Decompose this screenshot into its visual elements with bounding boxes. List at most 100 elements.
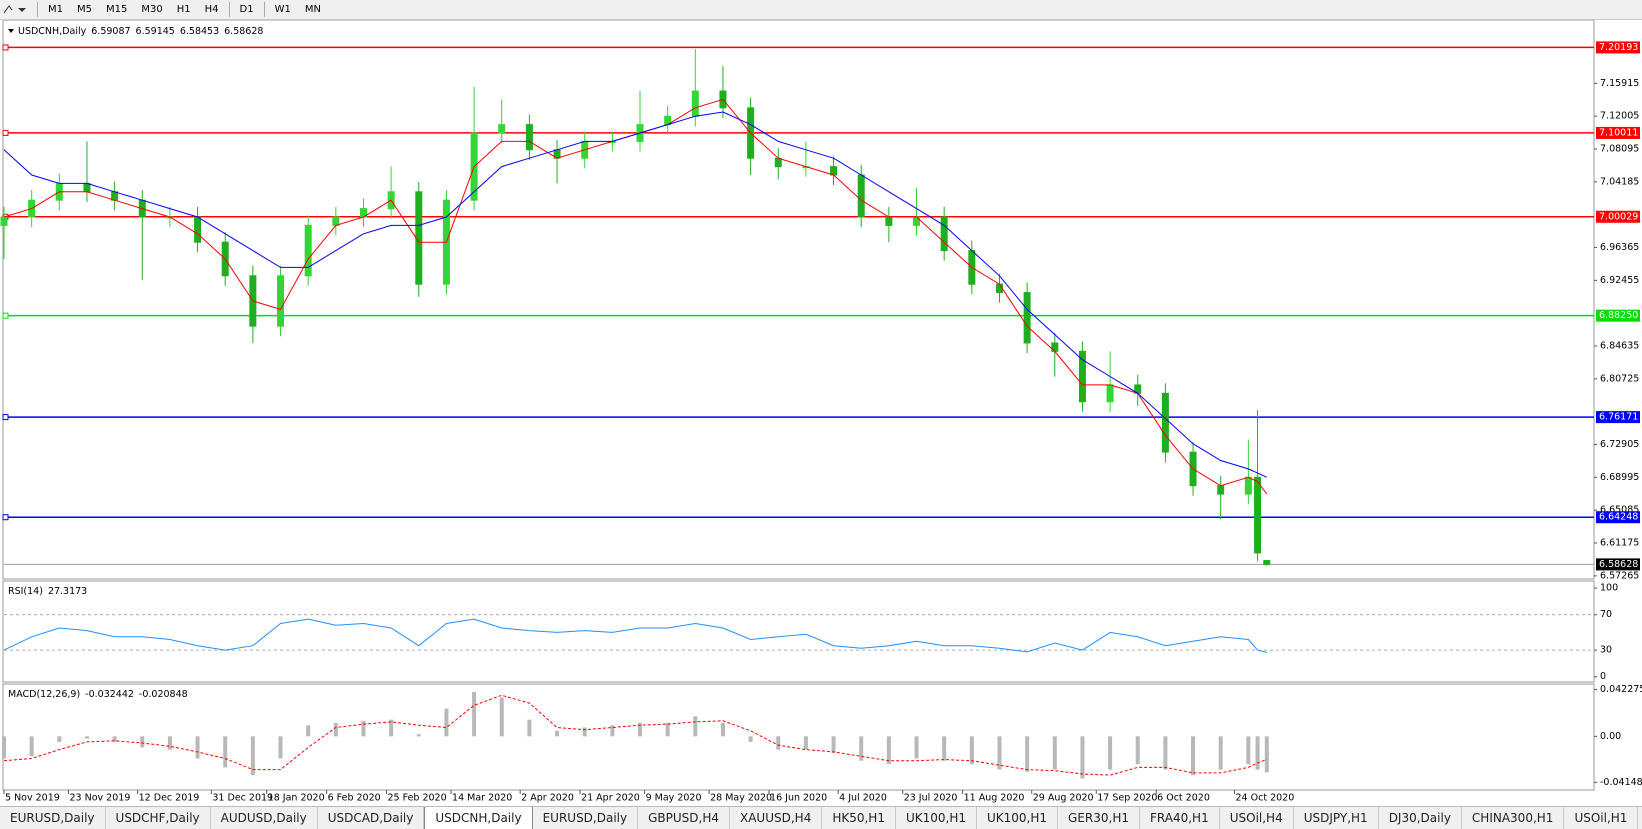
chart-tab[interactable]: USOil,H1 [1564,807,1639,829]
y-tick-label: -0.04148 [1600,777,1642,788]
chart-tab[interactable]: DJ30,Daily [1379,807,1462,829]
level-handle [2,129,9,136]
candle-body [830,166,838,176]
x-tick-label: 31 Dec 2019 [212,793,273,804]
chart-tab[interactable]: USDCNH,Daily [424,807,533,829]
chart-tab[interactable]: GER30,H1 [1058,807,1140,829]
y-tick-label: 6.65085 [1600,505,1639,516]
histogram-bar [389,719,394,737]
histogram-bar [1163,736,1168,770]
candle-body [304,224,312,277]
panel-frame [2,19,1595,580]
timeframe-button[interactable]: M15 [106,4,128,15]
level-label: 6.76171 [1599,412,1638,423]
header-value: -0.020848 [139,689,188,700]
header-title: MACD(12,26,9) [8,689,80,700]
histogram-bar [1218,736,1223,770]
histogram-bar [2,736,6,759]
chart-tab[interactable]: HK50,H1 [822,807,896,829]
x-tick-label: 5 Nov 2019 [5,793,60,804]
header-value: 6.58628 [224,26,263,37]
y-tick-label: 70 [1600,609,1612,620]
candle-body [194,216,202,243]
chart-tab[interactable]: EURUSD,Daily [0,807,106,829]
candle-body [0,216,8,226]
histogram-bar [1080,736,1085,779]
histogram-bar [555,730,560,737]
header-arrow [8,29,14,33]
timeframe-button[interactable]: M5 [77,4,92,15]
timeframe-button[interactable]: H4 [204,4,219,15]
timeframe-button[interactable]: W1 [274,4,291,15]
chart-tab[interactable]: AUDUSD,Daily [211,807,318,829]
chart-tab[interactable]: USOil,H4 [1220,807,1294,829]
x-tick-label: 23 Nov 2019 [70,793,131,804]
chart-tab[interactable]: UK100,H1 [977,807,1059,829]
moving-average [3,111,1268,478]
histogram-bar [1264,736,1269,773]
x-tick-label: 12 Dec 2019 [139,793,200,804]
histogram-bar [278,736,283,759]
x-tick-label: 9 May 2020 [646,793,702,804]
histogram-bar [1108,736,1113,770]
histogram-bar [748,736,753,742]
x-tick-label: 16 Jun 2020 [770,793,827,804]
last-price-label: 6.58628 [1599,559,1638,570]
x-tick-label: 2 Apr 2020 [521,793,574,804]
y-tick-label: 7.15915 [1600,78,1639,89]
indicator-line [3,618,1267,653]
y-tick-label: 6.57265 [1600,570,1639,581]
histogram-bar [57,736,62,742]
chart-tab[interactable]: FRA40,H1 [1140,807,1220,829]
x-tick-label: 4 Jul 2020 [839,793,887,804]
chart-tab[interactable]: USDCHF,Daily [106,807,211,829]
x-tick-label: 6 Feb 2020 [328,793,381,804]
y-tick-label: 6.68995 [1600,472,1639,483]
histogram-bar [167,736,172,750]
level-label: 6.64248 [1599,512,1638,523]
histogram-bar [112,736,117,742]
y-tick-label: 6.80725 [1600,373,1639,384]
x-tick-label: 28 May 2020 [710,793,772,804]
y-tick-label: 6.72905 [1600,439,1639,450]
header-title: USDCNH,Daily [18,26,87,37]
histogram-bar [1255,736,1260,770]
histogram-bar [720,723,725,737]
histogram-bar [914,736,919,759]
y-tick-label: 0.042275 [1600,684,1642,695]
chart-tab[interactable]: UK100,H1 [896,807,977,829]
histogram-bar [1191,736,1196,776]
candle-body [1254,476,1262,554]
level-label-box [1596,126,1640,139]
level-handle [2,514,9,521]
candle-body [415,191,423,285]
timeframe-button[interactable]: H1 [176,4,191,15]
timeframe-button[interactable]: M30 [141,4,163,15]
level-label: 7.20193 [1599,42,1638,53]
chart-tab[interactable]: GBPUSD,H4 [638,807,730,829]
histogram-bar [29,736,34,757]
histogram-bar [1052,736,1057,770]
y-tick-label: 6.61175 [1600,538,1639,549]
histogram-bar [1135,736,1140,765]
candle-body [111,191,119,201]
timeframe-button[interactable]: D1 [239,4,254,15]
chart-tab[interactable]: USDJPY,H1 [1294,807,1379,829]
timeframe-button[interactable]: M1 [48,4,63,15]
header-value: 6.58453 [180,26,219,37]
histogram-bar [416,734,421,737]
histogram-bar [250,736,255,776]
chart-tab[interactable]: CHINA300,H1 [1462,807,1565,829]
histogram-bar [195,736,200,759]
chart-tab[interactable]: EURUSD,Daily [533,807,639,829]
toolbar: M1 M5 M15 M30 H1 H4 D1 W1 MN [0,0,1642,20]
header-value: -0.032442 [85,689,134,700]
chart-tab[interactable]: XAUUSD,H4 [730,807,823,829]
x-tick-label: 25 Feb 2020 [388,793,447,804]
y-tick-label: 6.84635 [1600,341,1639,352]
timeframe-button[interactable]: MN [304,4,321,15]
x-tick-label: 14 Mar 2020 [452,793,512,804]
histogram-bar [1025,736,1030,772]
chart-tab[interactable]: USDCAD,Daily [318,807,425,829]
